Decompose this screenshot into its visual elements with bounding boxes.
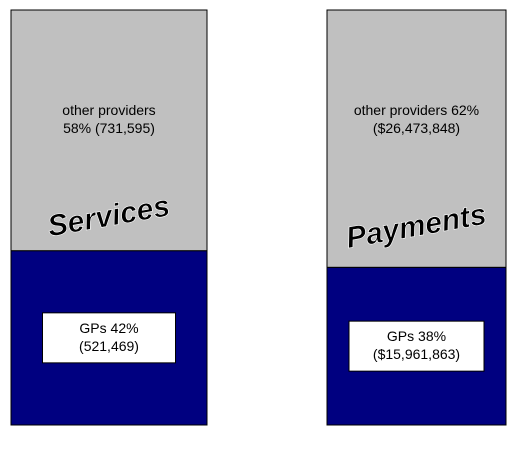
data-label: other providers 58% (731,595) (62, 102, 155, 136)
label-box (42, 312, 176, 364)
label-box (348, 320, 485, 372)
data-label: GPs 42% (521,469) (79, 320, 139, 354)
bar-segment (10, 9, 208, 252)
data-label: other providers 62% ($26,473,848) (354, 102, 479, 136)
data-label: GPs 38% ($15,961,863) (373, 328, 460, 362)
bar-segment (326, 9, 507, 268)
